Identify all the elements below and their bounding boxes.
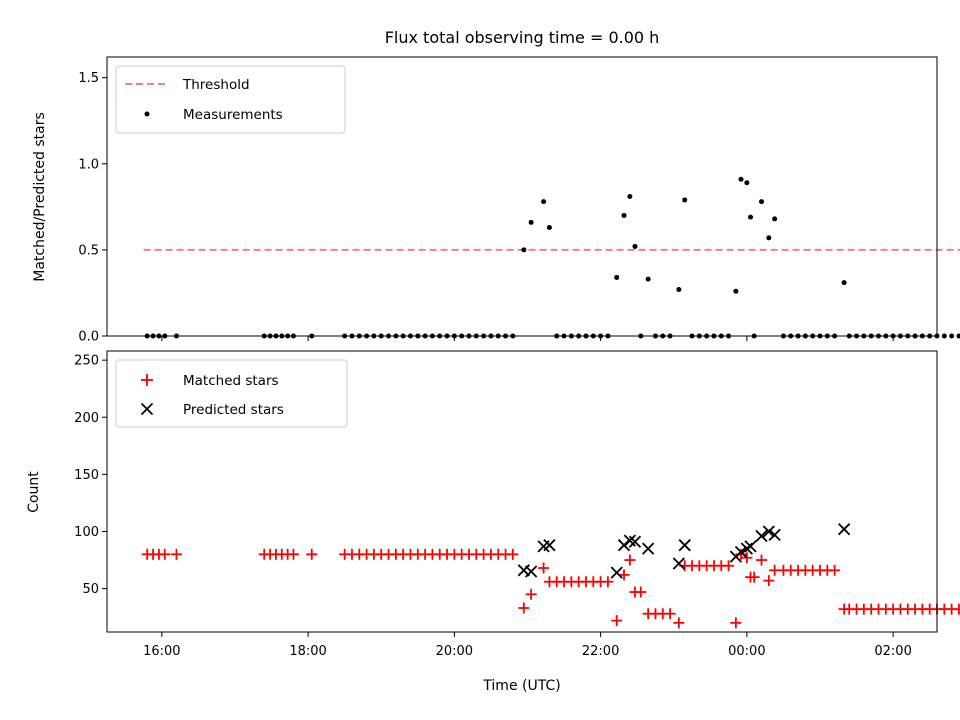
bottom-y-axis-label: Count	[26, 471, 42, 513]
matched-star-point	[829, 564, 841, 576]
matched-star-point	[538, 562, 550, 574]
bottom-y-tick-label: 250	[74, 354, 99, 369]
measurement-point	[766, 235, 772, 241]
measurement-point	[521, 247, 527, 253]
top-y-tick-label: 1.0	[78, 157, 99, 172]
measurement-point	[748, 214, 754, 220]
matched-star-point	[170, 548, 182, 560]
threshold-legend-label: Threshold	[182, 77, 250, 93]
predicted-star-point	[672, 557, 685, 570]
matched-star-point	[602, 576, 614, 588]
top-legend-box	[115, 65, 346, 134]
predicted-legend-marker	[140, 402, 154, 416]
x-tick-label: 00:00	[728, 644, 765, 659]
measurement-point	[621, 212, 627, 218]
chart-title: Flux total observing time = 0.00 h	[385, 28, 660, 47]
measurement-point	[956, 333, 960, 339]
top-panel: 0.0 0.5 1.0 1.5 Matched/Predicted stars Thr…	[32, 56, 960, 345]
top-y-axis-label: Matched/Predicted stars	[32, 112, 48, 282]
predicted-star-point	[734, 545, 748, 559]
bottom-y-tick-label: 200	[74, 411, 99, 426]
matched-star-point	[741, 552, 753, 564]
measurements-legend-label: Measurements	[183, 107, 283, 123]
matched-star-point	[763, 575, 775, 587]
top-legend: Threshold Measurements	[115, 65, 346, 134]
bottom-y-tick-label: 50	[82, 582, 99, 597]
predicted-star-point	[768, 528, 781, 542]
predicted-star-point	[755, 529, 768, 543]
predicted-star-point	[628, 535, 642, 548]
predicted-star-point	[543, 539, 556, 552]
predicted-star-point	[642, 542, 655, 555]
x-axis-label: Time (UTC)	[482, 678, 560, 694]
x-tick-label: 20:00	[436, 644, 473, 659]
matched-star-point	[287, 548, 299, 560]
measurement-point	[676, 287, 682, 292]
bottom-legend-box	[115, 359, 348, 428]
measurements-legend-marker	[144, 111, 150, 117]
measurement-point	[528, 219, 534, 225]
measurement-point	[949, 333, 955, 339]
matched-star-point	[611, 615, 623, 627]
bottom-y-tick-label: 100	[74, 525, 99, 540]
matched-legend-label: Matched stars	[183, 373, 279, 389]
matched-star-point	[525, 588, 537, 600]
matched-star-point	[755, 554, 767, 566]
predicted-star-point	[525, 565, 538, 578]
x-tick-label: 18:00	[289, 644, 326, 659]
matched-star-point	[635, 586, 647, 598]
predicted-star-point	[617, 539, 631, 552]
matched-star-point	[730, 617, 742, 629]
measurement-point	[738, 176, 744, 182]
top-y-tick-label: 0.0	[78, 330, 99, 345]
matched-star-point	[723, 560, 735, 572]
matched-star-point	[664, 608, 676, 620]
matched-star-point	[507, 548, 519, 560]
matched-star-point	[306, 548, 318, 560]
measurement-point	[627, 194, 633, 199]
predicted-star-point	[837, 523, 851, 536]
predicted-star-point	[740, 542, 754, 555]
predicted-star-point	[744, 540, 757, 553]
measurement-point	[541, 199, 547, 205]
measurement-point	[841, 280, 847, 286]
x-tick-label: 16:00	[143, 644, 180, 659]
predicted-legend-label: Predicted stars	[183, 402, 284, 418]
measurement-point	[941, 333, 947, 339]
top-y-tick-label: 1.5	[78, 71, 99, 86]
x-tick-label: 02:00	[874, 644, 911, 659]
bottom-legend: Matched stars Predicted stars	[115, 359, 348, 428]
measurement-point	[744, 180, 750, 186]
bottom-panel: 16:00 18:00 20:00 22:00 00:00 02:00 50 100 150 20…	[26, 350, 960, 694]
predicted-star-point	[762, 525, 775, 538]
measurement-point	[645, 276, 651, 282]
measurement-point	[682, 197, 688, 203]
measurement-point	[758, 199, 764, 205]
predicted-star-point	[678, 539, 691, 552]
measurement-point	[772, 216, 778, 222]
matched-star-point	[673, 617, 685, 629]
x-tick-label: 22:00	[582, 644, 619, 659]
measurement-point	[546, 225, 552, 230]
measurement-point	[614, 274, 620, 280]
matched-star-point	[518, 602, 530, 614]
top-y-tick-label: 0.5	[78, 243, 99, 258]
predicted-star-point	[610, 566, 623, 579]
bottom-panel-frame	[106, 350, 938, 633]
matched-star-point	[953, 603, 960, 615]
matched-star-point	[159, 548, 171, 560]
matched-star-point	[748, 571, 760, 583]
matched-star-point	[624, 554, 636, 566]
matched-star-point	[618, 569, 630, 581]
measurement-point	[632, 243, 638, 249]
bottom-y-tick-label: 150	[74, 468, 99, 483]
measurement-point	[733, 288, 739, 294]
matched-legend-marker	[141, 374, 153, 386]
top-panel-frame	[106, 56, 938, 337]
